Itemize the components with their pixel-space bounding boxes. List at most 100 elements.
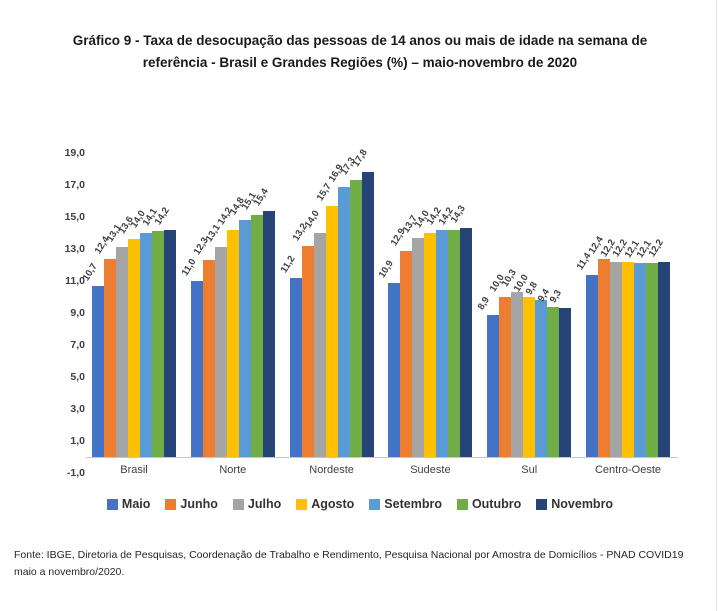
bar-novembro-brasil: 14,2: [153, 205, 176, 457]
legend-label: Agosto: [311, 497, 355, 511]
category-label: Sul: [521, 464, 538, 476]
bar-agosto-norte: 14,2: [215, 205, 239, 457]
y-axis: 19,0 17,0 15,0 13,0 11,0 9,0 7,0 5,0 3,0 1,0 -1,0: [40, 0, 85, 500]
bar-novembro-norte: 15,4: [251, 186, 275, 457]
y-tick-label: 7,0: [70, 339, 85, 351]
bar-outubro-norte: 15,1: [239, 191, 263, 457]
chart-title: Gráfico 9 - Taxa de desocupação das pess…: [72, 33, 648, 70]
plot-area: 10,7 12,4 13,1 13,6 14,0 14,1 14,2 Brasil 11,0 12…: [81, 137, 670, 476]
legend-swatch-icon: [296, 498, 308, 510]
bar-outubro-nordeste: 17,3: [338, 156, 362, 457]
y-tick-label: 13,0: [64, 243, 85, 255]
legend-swatch-icon: [369, 498, 381, 510]
y-tick-label: 19,0: [64, 147, 85, 159]
y-tick-label: 1,0: [70, 435, 85, 447]
bar-junho-sul: 10,0: [488, 272, 512, 457]
legend-swatch-icon: [232, 498, 244, 510]
bar-maio-sul: 8,9: [476, 295, 500, 457]
y-tick-label: 5,0: [70, 371, 85, 383]
bar-junho-brasil: 12,4: [93, 234, 116, 457]
x-axis-line: [86, 457, 678, 458]
bar-setembro-sul: 9,8: [524, 280, 548, 457]
bar-setembro-sudeste: 14,2: [425, 205, 449, 457]
bar-novembro-sul: 9,3: [548, 288, 572, 457]
bar-junho-nordeste: 13,2: [290, 221, 314, 457]
legend-item-setembro: Setembro: [369, 497, 442, 511]
bar-junho-centro-oeste: 12,4: [587, 234, 610, 457]
bar-junho-sudeste: 12,9: [389, 226, 413, 457]
legend-label: Setembro: [384, 497, 442, 511]
legend-item-outubro: Outubro: [456, 497, 522, 511]
legend-label: Maio: [121, 497, 151, 511]
legend-swatch-icon: [165, 498, 177, 510]
category-label: Nordeste: [309, 464, 354, 476]
legend-item-maio: Maio: [106, 497, 151, 511]
bar-group-sudeste: 10,9 12,9 13,7 14,0 14,2 14,2 14,3 Sudeste: [377, 137, 473, 476]
bar-setembro-centro-oeste: 12,1: [623, 239, 646, 457]
bar-agosto-sul: 10,0: [512, 272, 536, 457]
y-tick-label: 17,0: [64, 179, 85, 191]
bar-group-sul: 8,9 10,0 10,3 10,0 9,8 9,4 9,3 Sul: [476, 137, 572, 476]
bar-value-label: 15,7: [314, 181, 334, 203]
bar-junho-norte: 12,3: [191, 236, 215, 457]
source-note: Fonte: IBGE, Diretoria de Pesquisas, Coo…: [14, 549, 684, 578]
bar-julho-sul: 10,3: [500, 268, 524, 457]
bar-group-brasil: 10,7 12,4 13,1 13,6 14,0 14,1 14,2 Brasil: [81, 137, 176, 476]
page-edge-line: [716, 0, 717, 611]
bar-value-label: 8,9: [475, 294, 493, 312]
bar-maio-norte: 11,0: [179, 257, 203, 457]
bar-agosto-nordeste: 15,7: [314, 181, 338, 457]
bar-novembro-centro-oeste: 12,2: [647, 237, 670, 457]
bar-value-label: 11,0: [179, 256, 199, 278]
bar-outubro-sudeste: 14,2: [437, 205, 461, 457]
bar-maio-brasil: 10,7: [81, 261, 104, 457]
bar-value-label: 14,3: [449, 203, 469, 226]
y-tick-label: -1,0: [66, 467, 85, 479]
bar-outubro-sul: 9,4: [536, 287, 560, 457]
bar-value-label: 11,4: [574, 250, 594, 272]
bar-julho-brasil: 13,1: [105, 223, 128, 457]
y-tick-label: 3,0: [70, 403, 85, 415]
bar-setembro-nordeste: 16,9: [326, 162, 350, 457]
bar-julho-sudeste: 13,7: [401, 213, 425, 457]
bar-value-label: 9,3: [547, 288, 565, 306]
bar-julho-nordeste: 14,0: [302, 208, 326, 457]
bar-outubro-centro-oeste: 12,1: [635, 239, 658, 457]
bar-outubro-brasil: 14,1: [141, 207, 164, 457]
bar-group-centro-oeste: 11,4 12,4 12,2 12,2 12,1 12,1 12,2 Centro-Oeste: [575, 137, 670, 476]
category-label: Centro-Oeste: [594, 464, 661, 476]
bar-maio-nordeste: 11,2: [278, 254, 302, 457]
y-tick-label: 9,0: [70, 307, 85, 319]
legend-item-agosto: Agosto: [296, 497, 354, 511]
bar-julho-centro-oeste: 12,2: [599, 237, 622, 457]
legend-item-novembro: Novembro: [536, 497, 613, 511]
legend-swatch-icon: [456, 498, 468, 510]
bar-setembro-norte: 14,8: [227, 196, 251, 457]
bar-value-label: 11,2: [278, 253, 298, 275]
bar-agosto-centro-oeste: 12,2: [611, 237, 634, 457]
bar-julho-norte: 13,1: [203, 223, 227, 457]
y-tick-label: 15,0: [64, 211, 85, 223]
bar-group-norte: 11,0 12,3 13,1 14,2 14,8 15,1 15,4 Norte: [179, 137, 275, 476]
bar-novembro-nordeste: 17,8: [350, 148, 374, 457]
legend-item-julho: Julho: [232, 497, 281, 511]
category-label: Brasil: [120, 464, 148, 476]
legend-item-junho: Junho: [165, 497, 218, 511]
legend-label: Outubro: [471, 497, 522, 511]
bar-agosto-brasil: 13,6: [117, 215, 140, 457]
bar-value-label: 15,4: [251, 186, 271, 208]
y-tick-label: 11,0: [65, 275, 85, 287]
legend: Maio Junho Julho Agosto Setembro Outubro Novem…: [0, 497, 720, 511]
bar-group-nordeste: 11,2 13,2 14,0 15,7 16,9 17,3 17,8 Nordeste: [278, 137, 374, 476]
bar-value-label: 10,9: [377, 258, 397, 280]
category-label: Norte: [219, 464, 247, 476]
category-label: Sudeste: [410, 464, 451, 476]
legend-swatch-icon: [106, 498, 118, 510]
bar-agosto-sudeste: 14,0: [413, 208, 437, 457]
bar-maio-sudeste: 10,9: [377, 258, 401, 457]
legend-label: Junho: [180, 497, 218, 511]
legend-swatch-icon: [536, 498, 548, 510]
legend-label: Novembro: [551, 497, 614, 511]
bar-maio-centro-oeste: 11,4: [575, 251, 598, 457]
